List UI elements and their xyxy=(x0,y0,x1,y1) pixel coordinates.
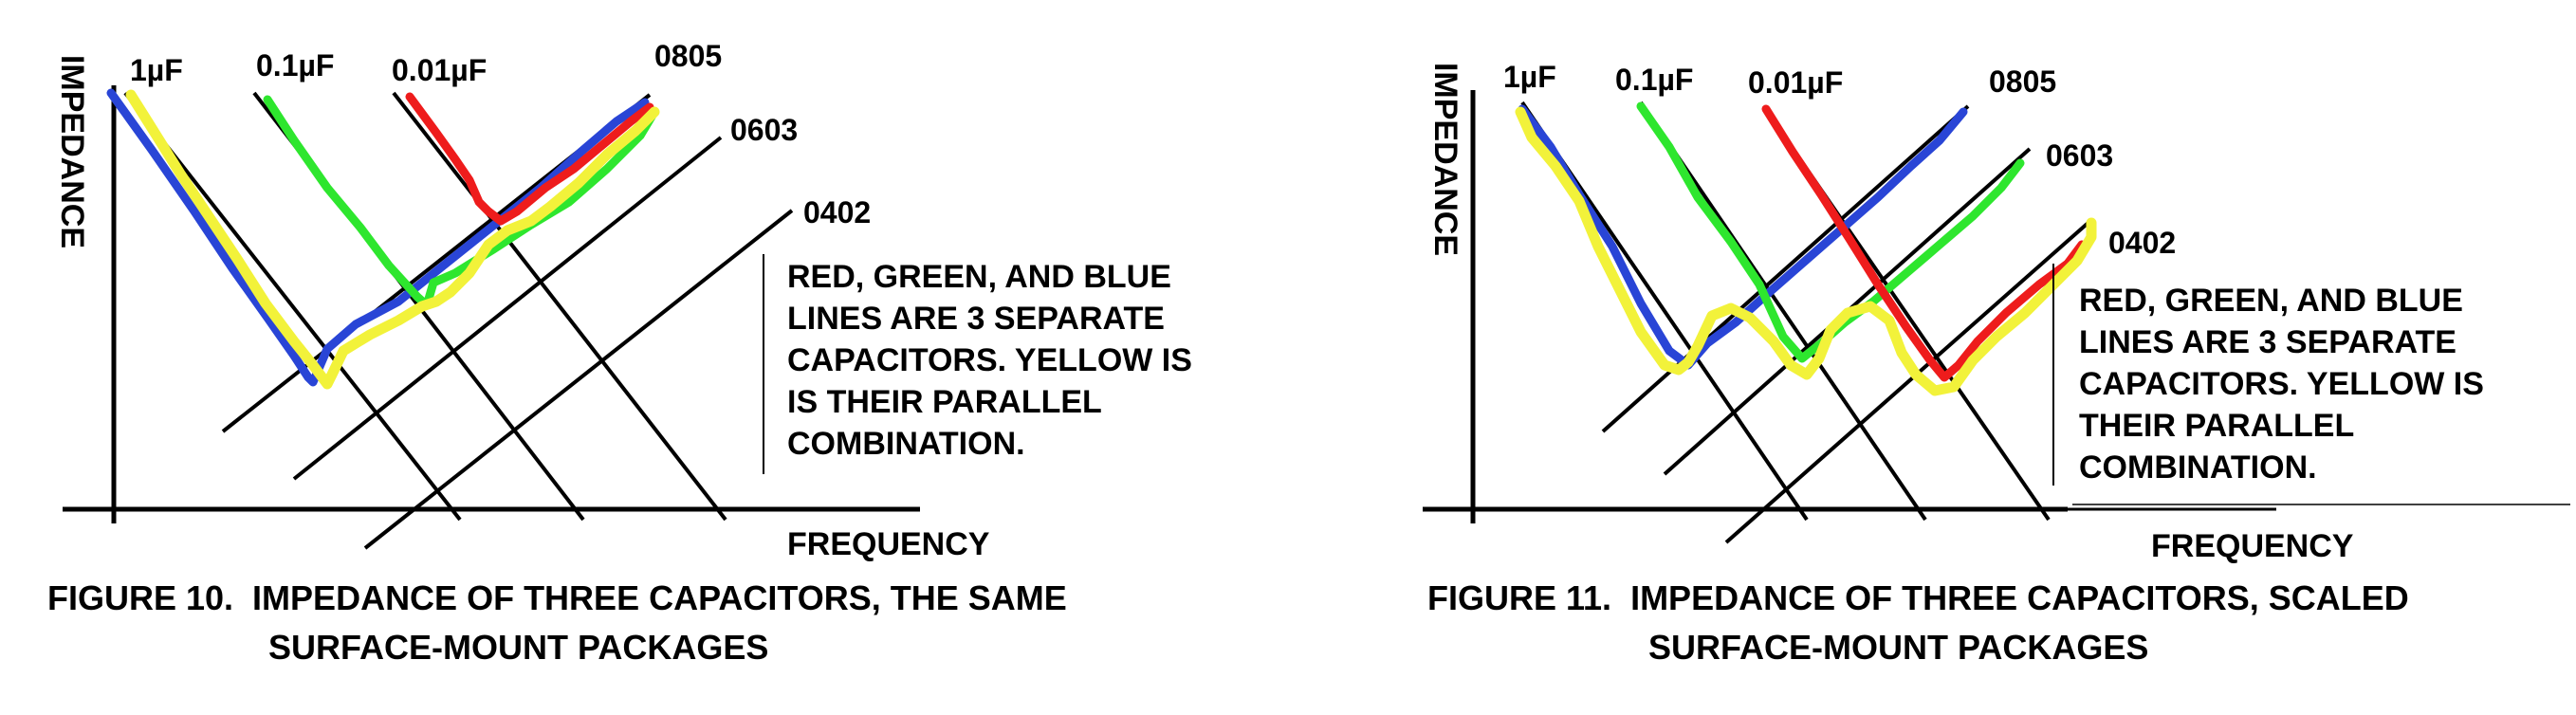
red-curve-0.01uf xyxy=(405,92,654,226)
capacitive-line-0.01uf xyxy=(392,91,727,522)
capacitor-label-1uf: 1µF xyxy=(130,53,183,87)
capacitor-label-1uf: 1µF xyxy=(1503,60,1556,94)
figure-10: IMPEDANCE FREQUENCY 1µF 0.1µF 0.01µF 080… xyxy=(47,39,1192,667)
red-curve-0.01uf xyxy=(1761,104,2087,382)
capacitor-label-0.1uf: 0.1µF xyxy=(1615,63,1693,97)
blue-curve-1uf xyxy=(1518,104,1968,370)
y-axis-label: IMPEDANCE xyxy=(54,55,90,248)
note-line-5: COMBINATION. xyxy=(2079,449,2317,486)
figure-caption-line-1: FIGURE 10. IMPEDANCE OF THREE CAPACITORS… xyxy=(47,578,1067,617)
note-line-1: RED, GREEN, AND BLUE xyxy=(2079,283,2463,319)
inductive-line-0603 xyxy=(292,136,723,481)
x-axis-label: FREQUENCY xyxy=(2151,528,2354,564)
package-label-0805: 0805 xyxy=(654,39,722,73)
capacitor-label-0.1uf: 0.1µF xyxy=(256,48,334,82)
y-axis-label: IMPEDANCE xyxy=(1427,63,1463,256)
yellow-curve-parallel xyxy=(125,89,660,390)
note-line-5: COMBINATION. xyxy=(787,426,1025,462)
capacitor-label-0.01uf: 0.01µF xyxy=(1748,65,1843,100)
figure-caption-line-1: FIGURE 11. IMPEDANCE OF THREE CAPACITORS… xyxy=(1427,578,2409,617)
note-line-3: CAPACITORS. YELLOW IS xyxy=(2079,366,2484,402)
package-label-0603: 0603 xyxy=(730,113,798,147)
figure-11: IMPEDANCE FREQUENCY 1µF 0.1µF 0.01µF 080… xyxy=(1423,60,2570,667)
note-line-2: LINES ARE 3 SEPARATE xyxy=(2079,324,2456,360)
green-curve-0.1uf xyxy=(263,95,659,310)
note-line-1: RED, GREEN, AND BLUE xyxy=(787,259,1171,295)
inductive-line-0402 xyxy=(1724,218,2093,544)
note-line-4: IS THEIR PARALLEL xyxy=(787,384,1102,420)
green-curve-0.1uf xyxy=(1636,101,2025,363)
capacitor-label-0.01uf: 0.01µF xyxy=(392,53,487,87)
note-line-3: CAPACITORS. YELLOW IS xyxy=(787,342,1192,378)
figure-caption-line-2: SURFACE-MOUNT PACKAGES xyxy=(1648,628,2148,667)
note-text: RED, GREEN, AND BLUE LINES ARE 3 SEPARAT… xyxy=(2079,283,2484,486)
inductive-line-0402 xyxy=(363,209,794,550)
blue-curve-1uf xyxy=(106,88,650,387)
note-line-4: THEIR PARALLEL xyxy=(2079,408,2354,444)
package-label-0402: 0402 xyxy=(2108,226,2176,260)
note-text: RED, GREEN, AND BLUE LINES ARE 3 SEPARAT… xyxy=(787,259,1192,462)
note-line-2: LINES ARE 3 SEPARATE xyxy=(787,301,1165,337)
inductive-line-0805 xyxy=(1601,104,1970,433)
x-axis-label: FREQUENCY xyxy=(787,526,990,562)
figure-caption-line-2: SURFACE-MOUNT PACKAGES xyxy=(268,628,768,667)
yellow-curve-parallel xyxy=(1515,106,2097,396)
package-label-0402: 0402 xyxy=(803,195,871,229)
package-label-0805: 0805 xyxy=(1989,64,2056,99)
capacitive-line-1uf xyxy=(123,91,462,522)
package-label-0603: 0603 xyxy=(2046,138,2113,173)
